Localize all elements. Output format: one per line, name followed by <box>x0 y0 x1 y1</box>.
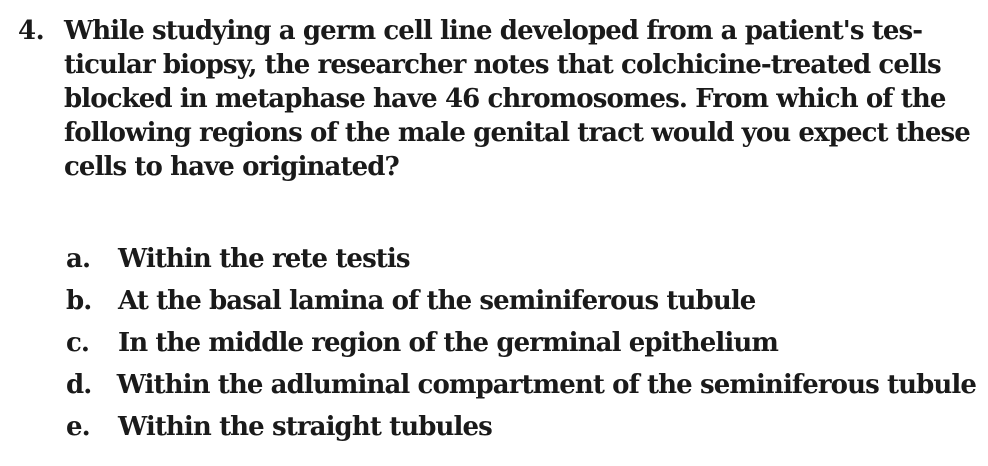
option-text: Within the adluminal compartment of the … <box>116 370 977 400</box>
option-letter: b. <box>66 286 92 316</box>
option-e: e. Within the straight tubules <box>64 406 976 448</box>
option-letter: e. <box>66 412 91 442</box>
option-letter: a. <box>66 244 91 274</box>
stem-line: cells to have originated? <box>64 152 400 182</box>
answer-options: a. Within the rete testis b. At the basa… <box>64 238 977 448</box>
option-text: At the basal lamina of the seminiferous … <box>118 286 756 316</box>
option-text: In the middle region of the germinal epi… <box>118 328 779 358</box>
stem-line: blocked in metaphase have 46 chromosomes… <box>64 84 946 114</box>
option-text: Within the straight tubules <box>118 412 493 442</box>
option-text: Within the rete testis <box>118 244 411 274</box>
stem-line: ticular biopsy, the researcher notes tha… <box>64 50 942 80</box>
question-number: 4. <box>18 16 45 46</box>
stem-line: following regions of the male genital tr… <box>64 118 971 148</box>
option-letter: d. <box>66 370 92 400</box>
option-a: a. Within the rete testis <box>64 238 976 280</box>
option-b: b. At the basal lamina of the seminifero… <box>64 280 976 322</box>
question-stem: While studying a germ cell line develope… <box>64 14 976 184</box>
option-c: c. In the middle region of the germinal … <box>64 322 976 364</box>
option-letter: c. <box>66 328 90 358</box>
option-d: d. Within the adluminal compartment of t… <box>64 364 977 406</box>
stem-line: While studying a germ cell line develope… <box>64 16 923 46</box>
